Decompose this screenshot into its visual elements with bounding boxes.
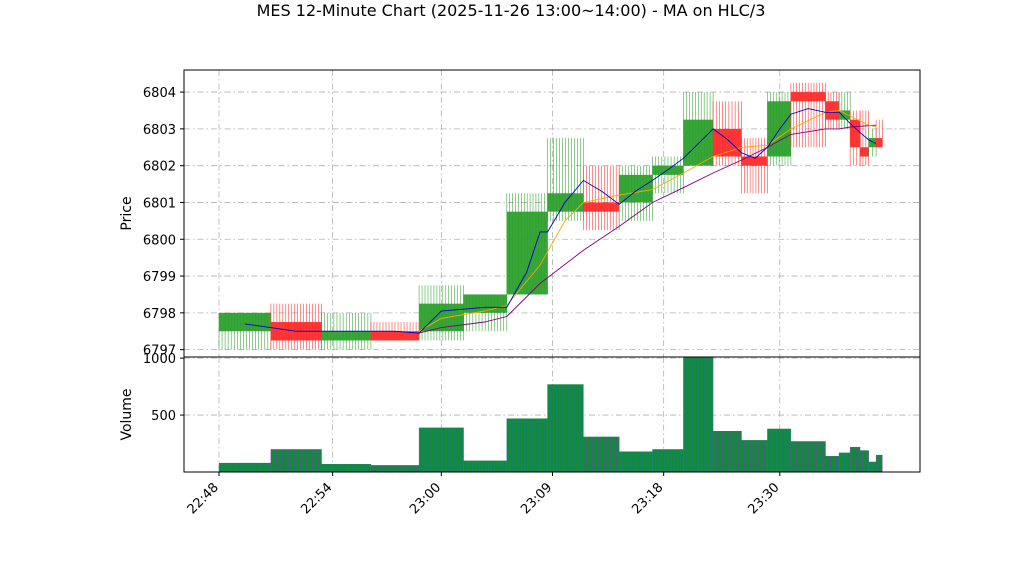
candle-body <box>825 101 840 120</box>
candle-body <box>850 119 861 148</box>
candle-up <box>767 92 792 166</box>
ma-slow-line <box>418 124 877 334</box>
candle-body <box>741 156 768 166</box>
candle-up <box>218 312 272 350</box>
candle-body <box>219 312 271 332</box>
candle-body <box>790 92 826 102</box>
volume-bar <box>767 428 792 472</box>
volume-bar-fill <box>419 427 464 472</box>
candle-body <box>767 101 791 157</box>
candle-body <box>868 138 877 148</box>
price-tick-label: 6802 <box>143 160 176 175</box>
chart-title: MES 12-Minute Chart (2025-11-26 13:00~14… <box>257 1 766 20</box>
candle-up <box>683 92 714 166</box>
price-tick-label: 6800 <box>143 233 176 248</box>
candle-body <box>370 331 420 341</box>
ma-fast-line <box>244 108 877 334</box>
candle-body <box>619 174 653 203</box>
volume-bar <box>218 462 272 472</box>
price-axis-label: Price <box>119 196 135 230</box>
volume-bar <box>506 418 548 472</box>
price-marks <box>218 82 883 350</box>
volume-bar <box>849 446 861 472</box>
volume-bar <box>370 465 420 472</box>
candle-down <box>790 82 826 148</box>
volume-bar <box>875 454 883 472</box>
candle-body <box>683 119 714 166</box>
candle-up <box>506 193 548 295</box>
candle-up <box>618 165 653 221</box>
price-tick-label: 6797 <box>143 344 176 359</box>
candle-body <box>463 294 507 313</box>
price-tick-label: 6799 <box>143 270 176 285</box>
volume-tick-label: 500 <box>151 409 176 424</box>
volume-bar-fill <box>713 431 742 472</box>
volume-bar-fill <box>619 451 653 472</box>
volume-bar <box>652 449 684 472</box>
volume-bar <box>868 461 877 472</box>
price-grid <box>184 70 920 357</box>
volume-bar-fill <box>850 446 861 472</box>
volume-bar <box>418 427 464 472</box>
ma-mid-line <box>418 110 877 332</box>
candle-body <box>321 331 371 341</box>
volume-bars <box>218 357 883 472</box>
volume-tick-label: 1000 <box>143 352 176 367</box>
candle-body <box>583 202 620 212</box>
volume-bar <box>859 450 869 472</box>
volume-bar <box>547 384 584 472</box>
volume-bar <box>321 464 372 472</box>
candle-body <box>860 147 869 157</box>
volume-y-ticks: 500 1000 <box>143 352 184 424</box>
volume-bar-fill <box>860 450 869 472</box>
volume-bar-fill <box>270 449 322 472</box>
volume-bar-fill <box>825 456 840 472</box>
price-y-ticks: 6797 6798 6799 6800 6801 6802 6803 6804 <box>143 86 184 359</box>
candle-body <box>839 110 851 120</box>
price-panel: 6797 6798 6799 6800 6801 6802 6803 6804 Price <box>119 69 921 359</box>
volume-panel: 500 1000 Volume <box>119 352 921 473</box>
candle-body <box>876 138 883 148</box>
volume-bar <box>790 441 826 472</box>
volume-bar <box>683 357 714 472</box>
volume-bar <box>583 436 620 472</box>
candle-down <box>875 119 883 148</box>
price-tick-label: 6803 <box>143 123 176 138</box>
volume-bar <box>838 452 851 472</box>
volume-bar <box>463 460 508 472</box>
volume-bar <box>741 440 768 472</box>
volume-bar-fill <box>219 462 271 472</box>
volume-bar <box>712 431 742 472</box>
moving-average-lines <box>244 108 877 334</box>
price-tick-label: 6798 <box>143 307 176 322</box>
volume-axis-label: Volume <box>119 388 135 440</box>
price-tick-label: 6804 <box>143 86 176 101</box>
price-tick-label: 6801 <box>143 196 176 211</box>
volume-bar-fill <box>741 440 768 472</box>
volume-bar <box>270 449 322 472</box>
volume-bar <box>825 456 840 472</box>
volume-bar <box>618 451 653 472</box>
